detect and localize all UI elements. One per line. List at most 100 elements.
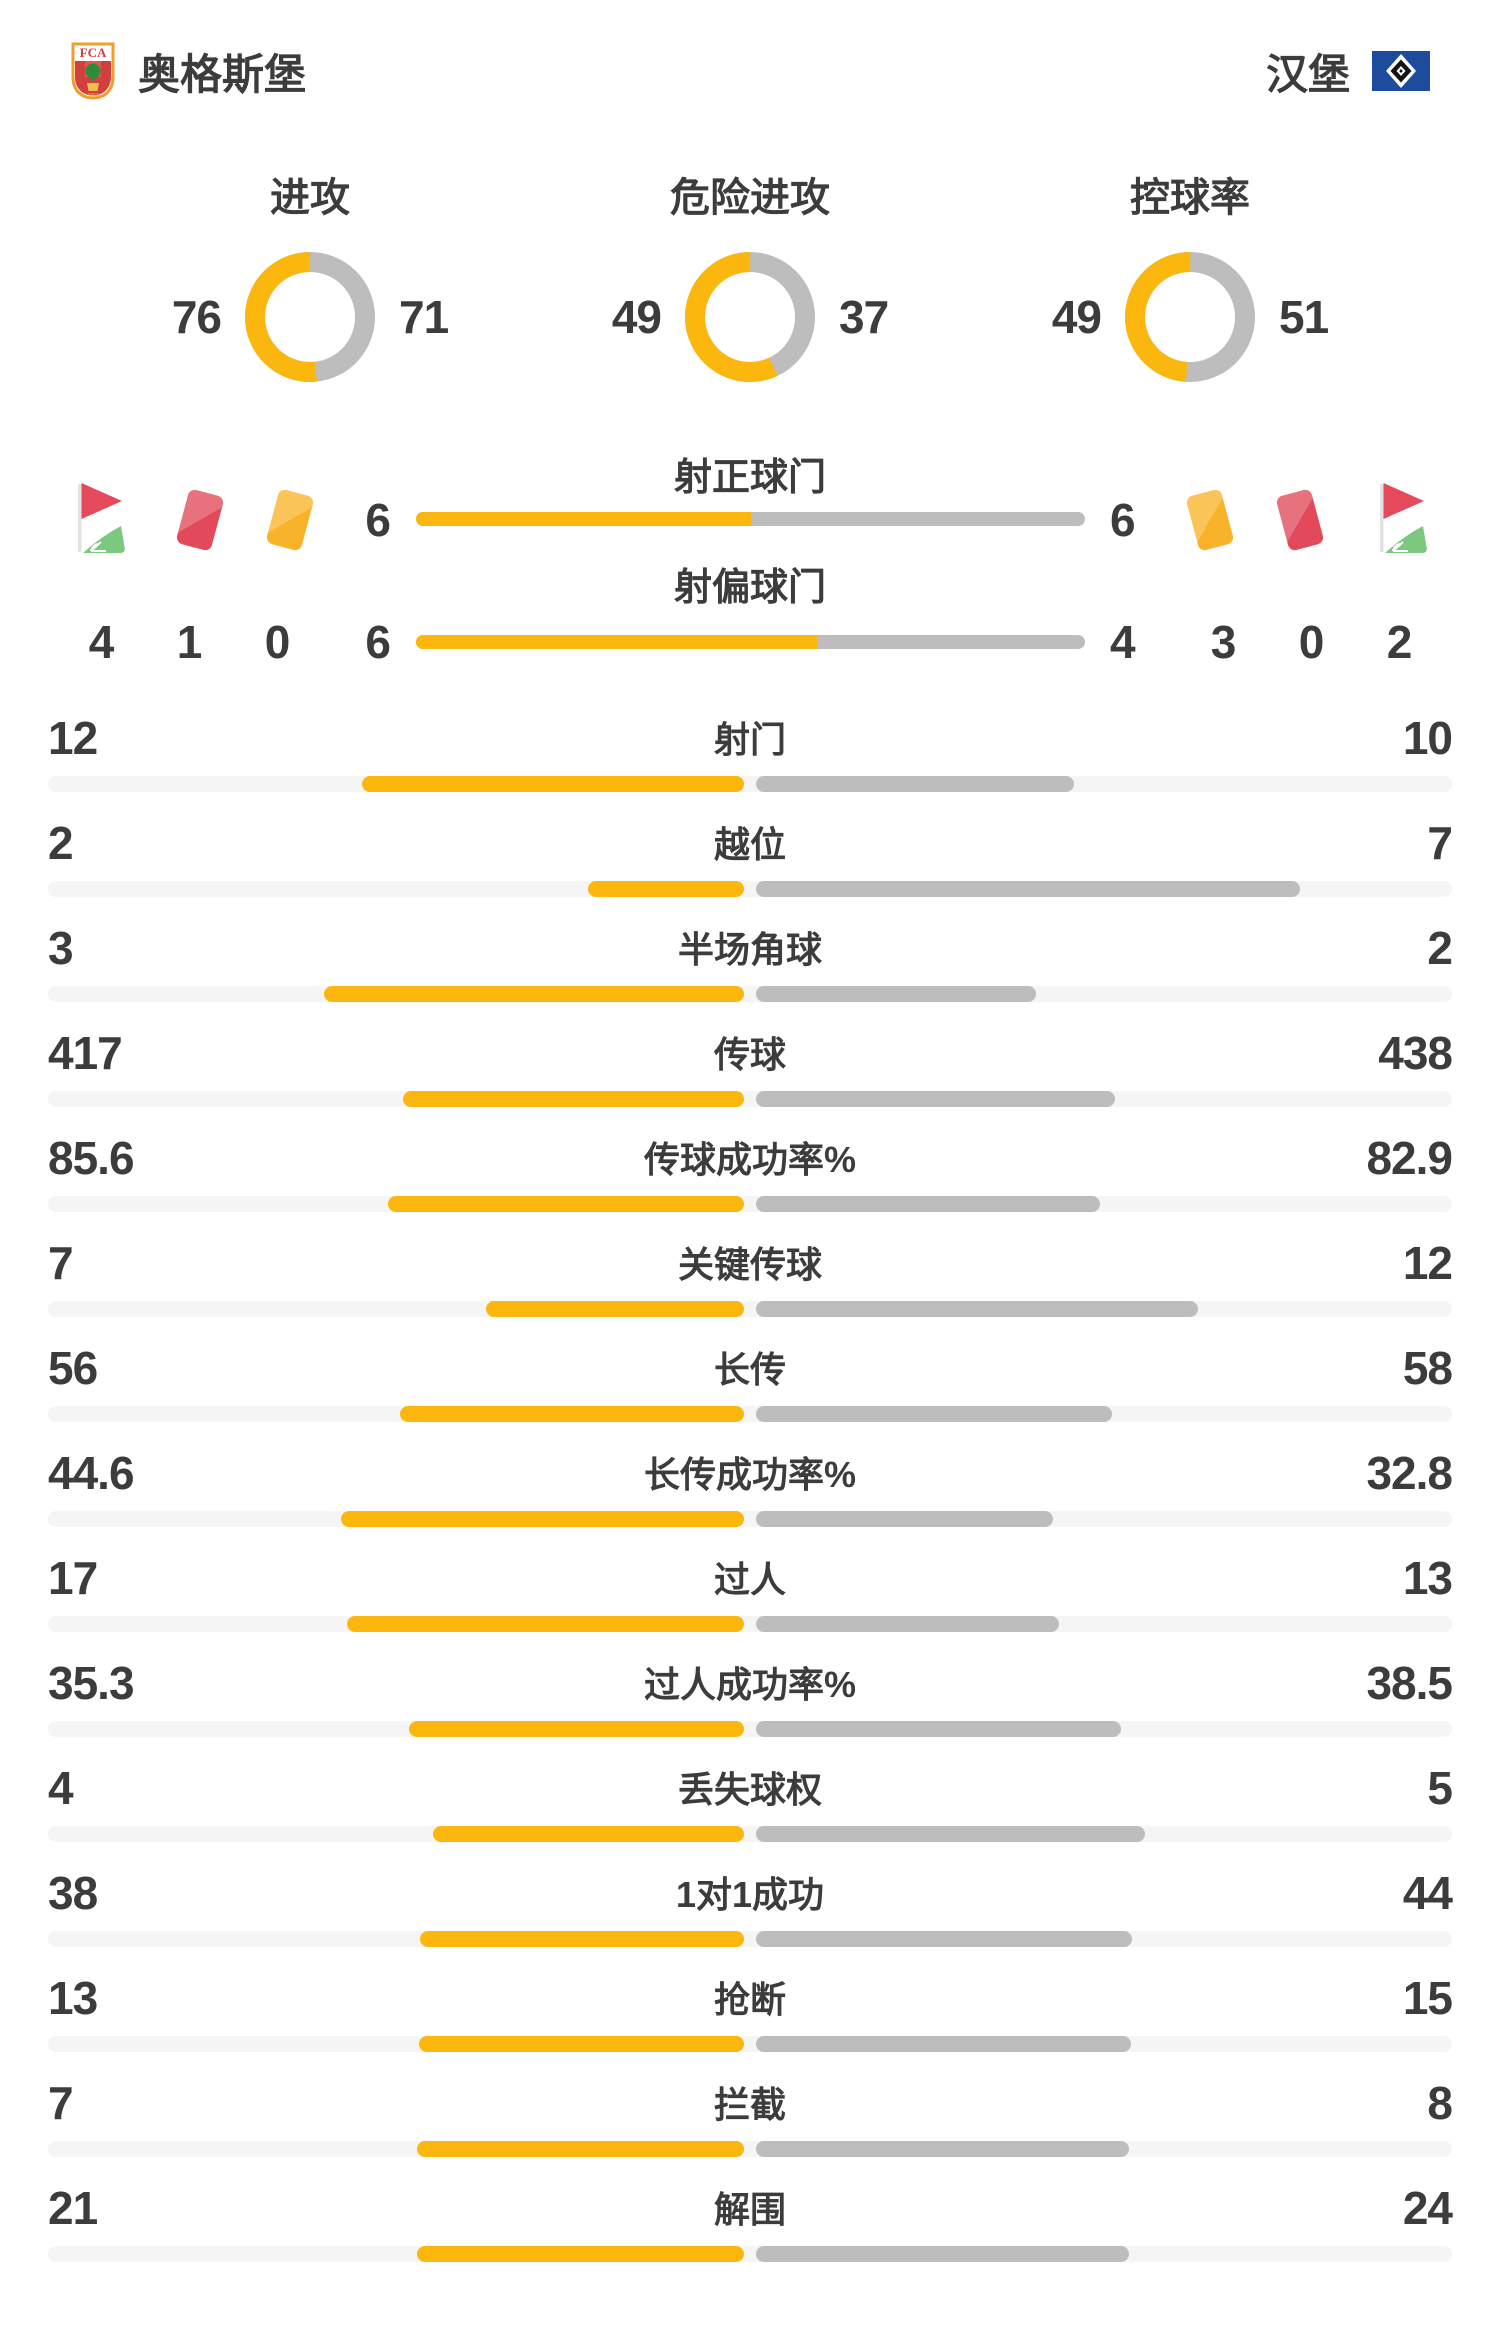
stat-home-value: 417 (48, 1027, 123, 1079)
stat-bar-away-fill (756, 776, 1074, 792)
stat-bar-track (48, 2141, 1452, 2157)
stat-row: 4 丢失球权 5 (0, 1742, 1500, 1847)
donut-possession-away-value: 51 (1279, 291, 1329, 343)
stat-bar-away-fill (756, 1301, 1198, 1317)
stat-bar-away-fill (756, 2036, 1131, 2052)
stat-home-value: 7 (48, 1237, 74, 1289)
stat-home-value: 4 (48, 1762, 74, 1814)
stat-bar-home-fill (362, 776, 744, 792)
stat-bar-away-fill (756, 1931, 1132, 1947)
stat-row: 38 1对1成功 44 (0, 1847, 1500, 1952)
stat-label: 拦截 (713, 2084, 786, 2125)
stat-away-value: 2 (1427, 922, 1453, 974)
donut-possession-chart (1125, 252, 1255, 382)
shots-off-target-home-value: 6 (365, 616, 391, 668)
stat-label: 过人成功率% (643, 1664, 856, 1705)
stat-label: 越位 (713, 824, 786, 865)
stat-row: 56 长传 58 (0, 1322, 1500, 1427)
stat-home-value: 44.6 (48, 1447, 135, 1499)
stat-away-value: 38.5 (1366, 1657, 1453, 1709)
donut-attack-label: 进攻 (270, 176, 350, 220)
away-red-card-count: 0 (1298, 616, 1325, 668)
home-red-card-count: 1 (176, 616, 203, 668)
stat-away-value: 82.9 (1366, 1132, 1453, 1184)
stat-bar-track (48, 1931, 1452, 1947)
stat-home-value: 13 (48, 1972, 98, 2024)
corner-flag-icon (78, 483, 125, 553)
stat-bar-home-fill (417, 2246, 744, 2262)
shots-off-target-label: 射偏球门 (673, 567, 826, 609)
shots-on-target-label: 射正球门 (673, 457, 826, 499)
stat-bar-home-fill (419, 2036, 744, 2052)
corner-flag-icon (1380, 483, 1427, 553)
stat-bar-track (48, 1301, 1452, 1317)
stat-bar-track (48, 1511, 1452, 1527)
stat-label: 解围 (713, 2189, 786, 2230)
home-yellow-card-count: 0 (264, 616, 291, 668)
stat-bar-home-fill (324, 986, 744, 1002)
stat-home-value: 21 (48, 2182, 98, 2234)
stat-away-value: 32.8 (1366, 1447, 1453, 1499)
donut-section: 进攻 76 71 危险进攻 49 37 控球率 49 (90, 170, 1410, 382)
stat-bar-track (48, 2036, 1452, 2052)
stat-bar-away-fill (756, 2141, 1129, 2157)
stat-bar-away-fill (756, 1826, 1145, 1842)
stat-label: 射门 (713, 719, 786, 760)
stat-away-value: 13 (1402, 1552, 1453, 1604)
stat-away-value: 24 (1402, 2182, 1453, 2234)
donut-attack-away-value: 71 (399, 291, 449, 343)
stat-bar-home-fill (420, 1931, 744, 1947)
stat-bar-home-fill (347, 1616, 744, 1632)
shots-off-target-away-value: 4 (1110, 616, 1136, 668)
stat-bar-home-fill (388, 1196, 744, 1212)
stat-bar-home-fill (486, 1301, 744, 1317)
stat-bar-home-fill (341, 1511, 744, 1527)
stat-row: 2 越位 7 (0, 797, 1500, 902)
stat-home-value: 7 (48, 2077, 74, 2129)
shots-on-target-bar (416, 512, 1085, 526)
stat-bar-away-fill (756, 1406, 1112, 1422)
stat-label: 传球 (713, 1034, 786, 1075)
stat-away-value: 5 (1427, 1762, 1453, 1814)
stat-bar-away-fill (756, 2246, 1129, 2262)
donut-dangerous-attack: 危险进攻 49 37 (530, 170, 970, 382)
stat-bar-away-fill (756, 1616, 1059, 1632)
stat-bar-track (48, 2246, 1452, 2262)
stat-home-value: 38 (48, 1867, 98, 1919)
stat-row: 7 关键传球 12 (0, 1217, 1500, 1322)
stat-label: 长传成功率% (643, 1454, 856, 1495)
stat-bar-away-fill (756, 1721, 1121, 1737)
stat-home-value: 3 (48, 922, 74, 974)
stat-bar-track (48, 881, 1452, 897)
stat-home-value: 17 (48, 1552, 98, 1604)
donut-dangerous-attack-away-value: 37 (839, 291, 889, 343)
stat-bar-home-fill (400, 1406, 744, 1422)
stat-bar-away-fill (756, 986, 1036, 1002)
stat-bar-track (48, 1721, 1452, 1737)
stat-bar-track (48, 1616, 1452, 1632)
stat-row: 3 半场角球 2 (0, 902, 1500, 1007)
donut-attack-home-value: 76 (171, 291, 222, 343)
stat-away-value: 8 (1427, 2077, 1453, 2129)
stat-label: 1对1成功 (675, 1874, 825, 1915)
away-team: 汉堡 (1266, 41, 1430, 102)
stat-home-value: 56 (48, 1342, 98, 1394)
stat-home-value: 85.6 (48, 1132, 135, 1184)
donut-attack-chart (245, 252, 375, 382)
stat-row: 85.6 传球成功率% 82.9 (0, 1112, 1500, 1217)
stat-bar-away-fill (756, 1091, 1115, 1107)
away-discipline-counts: 3 0 2 (1192, 614, 1430, 670)
stat-row: 13 抢断 15 (0, 1952, 1500, 2057)
stat-row: 44.6 长传成功率% 32.8 (0, 1427, 1500, 1532)
donut-attack: 进攻 76 71 (90, 170, 530, 382)
stat-away-value: 12 (1402, 1237, 1453, 1289)
stat-home-value: 2 (48, 817, 74, 869)
shots-off-target-bar (416, 635, 1085, 649)
shots-on-target-home-fill (416, 512, 751, 526)
home-discipline-icons (70, 478, 315, 562)
stat-away-value: 10 (1402, 712, 1453, 764)
donut-dangerous-attack-home-value: 49 (611, 291, 662, 343)
donut-possession-home-value: 49 (1051, 291, 1102, 343)
